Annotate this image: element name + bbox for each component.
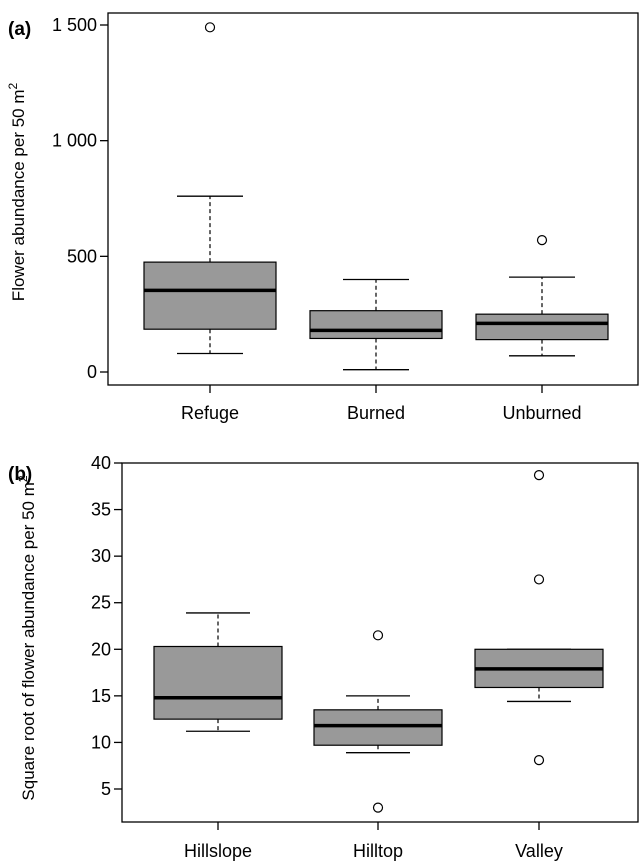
y-axis-label-superscript: 2 — [6, 83, 20, 90]
category-label: Refuge — [181, 403, 239, 423]
y-axis-label-superscript: 2 — [16, 475, 30, 482]
y-axis-label: Square root of flower abundance per 50 m… — [16, 475, 38, 800]
outlier-point — [533, 755, 545, 766]
y-tick-label: 5 — [101, 779, 111, 799]
y-tick-label: 30 — [91, 546, 111, 566]
panel-b: (b) 5 10 15 20 25 30 35 40 Square root of flower … — [8, 453, 639, 861]
y-tick-label: 25 — [91, 593, 111, 613]
box-body — [309, 310, 443, 340]
y-tick-label: 10 — [91, 732, 111, 752]
y-tick-label: 40 — [91, 453, 111, 473]
category-label: Valley — [515, 841, 563, 861]
box-0: Refuge — [143, 22, 277, 423]
box-body — [153, 645, 283, 720]
box-body — [475, 313, 609, 341]
y-tick-label: 1 500 — [52, 15, 97, 35]
box-body — [143, 261, 277, 330]
category-label: Unburned — [502, 403, 581, 423]
panel-label: (b) — [8, 464, 32, 485]
y-axis-label-text: Square root of flower abundance per 50 m — [19, 482, 38, 800]
box-2: Valley — [474, 470, 604, 861]
y-axis-label-text: Flower abundance per 50 m — [9, 90, 28, 302]
category-label: Burned — [347, 403, 405, 423]
y-tick-label: 15 — [91, 686, 111, 706]
panel-a: (a) 0 500 1 000 1 500 Flower abundance per 50… — [6, 12, 639, 423]
y-tick-label: 500 — [67, 246, 97, 266]
panel-label: (a) — [8, 19, 31, 40]
outlier-point — [372, 802, 384, 813]
category-label: Hilltop — [353, 841, 403, 861]
y-tick-label: 1 000 — [52, 131, 97, 151]
box-1: Burned — [309, 278, 443, 423]
box-2: Unburned — [475, 235, 609, 423]
outlier-point — [533, 470, 545, 481]
box-body — [313, 709, 443, 746]
outlier-point — [533, 574, 545, 585]
box-1: Hilltop — [313, 630, 443, 861]
box-0: Hillslope — [153, 612, 283, 861]
category-label: Hillslope — [184, 841, 252, 861]
outlier-point — [536, 235, 548, 246]
y-tick-label: 20 — [91, 639, 111, 659]
outlier-point — [204, 22, 216, 33]
y-tick-label: 0 — [87, 362, 97, 382]
y-tick-label: 35 — [91, 500, 111, 520]
plot-frame — [121, 462, 639, 823]
y-axis-label: Flower abundance per 50 m2 — [6, 83, 28, 302]
outlier-point — [372, 630, 384, 641]
plot-frame — [107, 12, 639, 386]
